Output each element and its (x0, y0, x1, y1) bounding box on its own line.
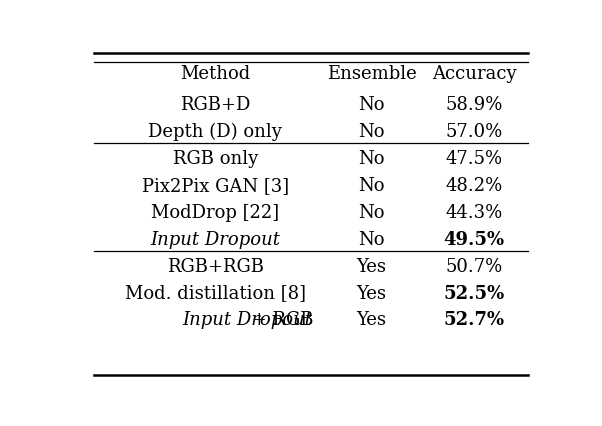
Text: Method: Method (180, 65, 250, 83)
Text: 47.5%: 47.5% (445, 150, 503, 168)
Text: No: No (358, 150, 385, 168)
Text: Yes: Yes (356, 285, 386, 302)
Text: 57.0%: 57.0% (445, 123, 503, 141)
Text: No: No (358, 177, 385, 195)
Text: + RGB: + RGB (246, 311, 313, 329)
Text: 52.5%: 52.5% (444, 285, 504, 302)
Text: Input Dropout: Input Dropout (182, 311, 312, 329)
Text: 49.5%: 49.5% (444, 231, 504, 249)
Text: RGB+RGB: RGB+RGB (167, 258, 264, 276)
Text: ModDrop [22]: ModDrop [22] (151, 204, 279, 222)
Text: No: No (358, 123, 385, 141)
Text: Yes: Yes (356, 258, 386, 276)
Text: Accuracy: Accuracy (432, 65, 517, 83)
Text: RGB only: RGB only (173, 150, 258, 168)
Text: 58.9%: 58.9% (445, 96, 503, 114)
Text: No: No (358, 231, 385, 249)
Text: Yes: Yes (356, 311, 386, 329)
Text: 44.3%: 44.3% (445, 204, 503, 222)
Text: Pix2Pix GAN [3]: Pix2Pix GAN [3] (141, 177, 289, 195)
Text: RGB+D: RGB+D (180, 96, 250, 114)
Text: No: No (358, 204, 385, 222)
Text: No: No (358, 96, 385, 114)
Text: 48.2%: 48.2% (445, 177, 503, 195)
Text: Input Dropout: Input Dropout (150, 231, 280, 249)
Text: Ensemble: Ensemble (327, 65, 417, 83)
Text: Depth (D) only: Depth (D) only (148, 123, 282, 141)
Text: 52.7%: 52.7% (444, 311, 504, 329)
Text: Mod. distillation [8]: Mod. distillation [8] (125, 285, 306, 302)
Text: 50.7%: 50.7% (445, 258, 503, 276)
